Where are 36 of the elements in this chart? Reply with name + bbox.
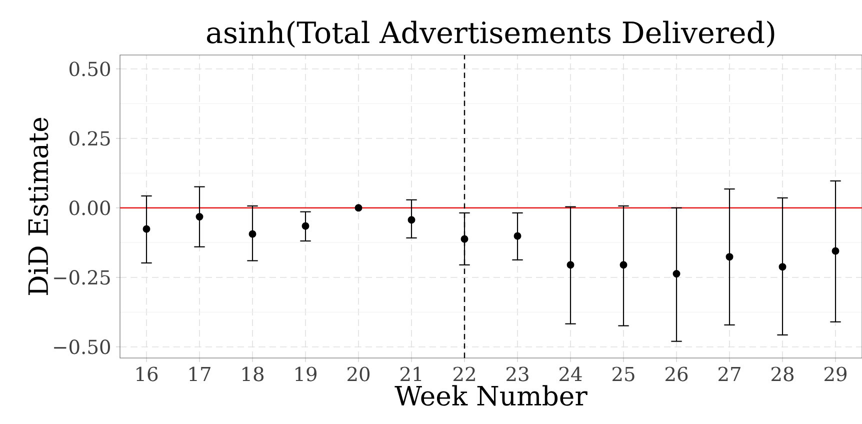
x-tick-label: 17 <box>190 366 210 382</box>
x-tick-label: 20 <box>348 366 370 382</box>
x-tick-label: 24 <box>560 366 582 382</box>
point <box>354 204 362 212</box>
x-tick-label: 27 <box>718 366 740 382</box>
point <box>408 216 416 224</box>
point <box>620 261 628 269</box>
y-tick-label: −0.25 <box>54 270 110 285</box>
y-tick-label: 0.00 <box>70 200 110 216</box>
y-axis-title: DiD Estimate <box>28 118 48 295</box>
x-tick-label: 18 <box>242 366 264 382</box>
x-tick-label: 16 <box>136 366 158 382</box>
x-tick-label: 25 <box>612 366 634 382</box>
y-tick-label: 0.50 <box>70 62 110 76</box>
x-tick-label: 23 <box>506 366 528 382</box>
point <box>460 235 468 243</box>
x-tick-label: 26 <box>666 366 688 382</box>
point <box>726 253 734 261</box>
point <box>832 247 840 255</box>
x-tick-label: 19 <box>296 366 316 382</box>
chart-title: asinh(Total Advertisements Delivered) <box>206 20 774 48</box>
point <box>566 261 574 269</box>
point <box>302 222 310 230</box>
y-tick-label: 0.25 <box>70 131 110 146</box>
point <box>778 263 786 271</box>
x-axis-title: Week Number <box>394 385 588 406</box>
x-tick-label: 29 <box>824 366 847 382</box>
x-tick-label: 22 <box>454 366 475 382</box>
x-tick-label: 21 <box>400 366 422 382</box>
point <box>196 213 204 221</box>
point <box>514 232 522 240</box>
y-tick-label: −0.50 <box>54 340 110 354</box>
point <box>248 230 256 238</box>
point <box>142 225 150 233</box>
x-tick-label: 28 <box>772 366 794 382</box>
point <box>672 270 680 278</box>
